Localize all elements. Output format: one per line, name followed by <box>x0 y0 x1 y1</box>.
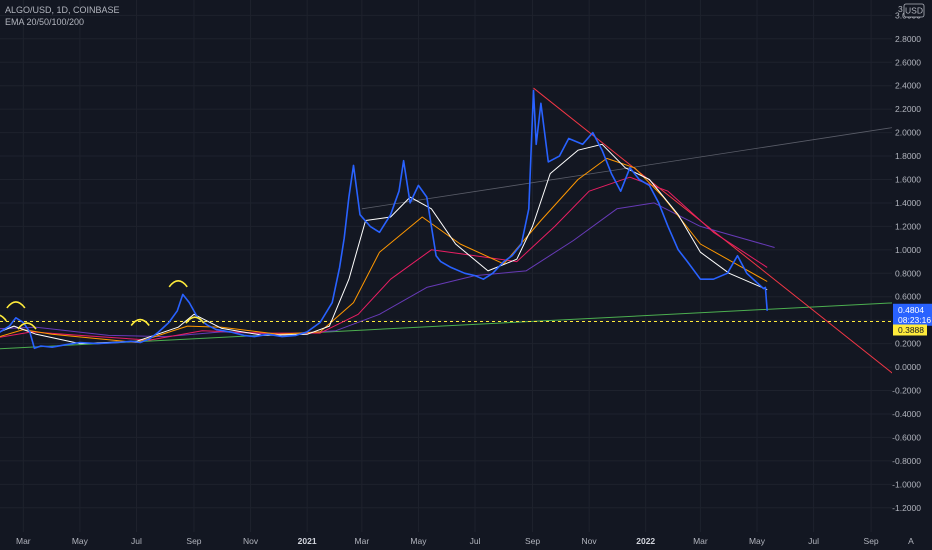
price-tick-label: 2.4000 <box>895 81 921 91</box>
ema50-series-line <box>0 157 768 343</box>
price-axis-top-label: 3. <box>898 4 905 14</box>
price-tick-label: -1.2000 <box>892 503 921 513</box>
price-tick-label: -0.4000 <box>892 409 921 419</box>
highlight-arc <box>168 280 188 288</box>
auto-scale-button[interactable]: A <box>908 536 914 546</box>
time-tick-label: Nov <box>582 536 598 546</box>
level-price-badge: 0.3888 <box>893 324 927 336</box>
currency-button-frame <box>903 3 925 18</box>
price-tick-label: -1.0000 <box>892 479 921 489</box>
price-tick-label: 2.6000 <box>895 57 921 67</box>
price-tick-label: 2.0000 <box>895 128 921 138</box>
time-tick-label: Jul <box>131 536 142 546</box>
currency-label: USD <box>905 6 923 16</box>
ema200-series-line <box>0 202 775 338</box>
time-tick-label: May <box>749 536 766 546</box>
price-series-line <box>0 89 768 350</box>
price-tick-label: -0.6000 <box>892 432 921 442</box>
time-tick-label: Nov <box>243 536 259 546</box>
time-tick-label: Mar <box>16 536 31 546</box>
auto-scale-icon: A <box>908 536 914 546</box>
time-tick-label: Sep <box>864 536 879 546</box>
price-tick-label: 0.0000 <box>895 362 921 372</box>
price-tick-label: 0.2000 <box>895 339 921 349</box>
highlight-arc <box>0 314 7 322</box>
time-axis: Mar May Jul Sep Nov 2021 Mar May Jul Sep Nov 2022 Ma… <box>0 532 932 550</box>
time-tick-label: 2022 <box>636 536 655 546</box>
ema100-series-line <box>0 176 768 341</box>
candle-countdown: 08:23:16 <box>898 315 931 325</box>
chart-legend: ALGO/USD, 1D, COINBASE EMA 20/50/100/200 <box>5 4 120 28</box>
price-tick-label: 0.8000 <box>895 268 921 278</box>
current-price-badge-bg <box>893 303 932 326</box>
highlight-arc-drawings <box>0 280 205 330</box>
highlight-arc <box>6 301 26 309</box>
price-tick-label: 1.8000 <box>895 151 921 161</box>
price-tick-label: -0.8000 <box>892 456 921 466</box>
time-tick-label: Jul <box>808 536 819 546</box>
highlight-arc <box>185 316 205 324</box>
highlight-arc <box>130 318 150 327</box>
currency-button[interactable]: USD <box>903 3 925 18</box>
highlight-arc <box>17 322 37 330</box>
price-tick-label: 1.6000 <box>895 175 921 185</box>
level-price-value: 0.3888 <box>898 325 924 335</box>
price-tick-label: 1.4000 <box>895 198 921 208</box>
symbol-title[interactable]: ALGO/USD, 1D, COINBASE <box>5 5 120 15</box>
time-tick-label: May <box>410 536 427 546</box>
level-price-badge-bg <box>893 324 927 336</box>
indicator-title[interactable]: EMA 20/50/100/200 <box>5 17 85 27</box>
chart-grid <box>0 0 892 532</box>
price-tick-label: 1.0000 <box>895 245 921 255</box>
price-tick-label: -0.2000 <box>892 386 921 396</box>
time-tick-label: Sep <box>186 536 201 546</box>
chart-series <box>0 89 775 350</box>
time-axis-background <box>0 532 932 550</box>
price-axis-background <box>892 0 932 532</box>
time-tick-label: Mar <box>693 536 708 546</box>
price-tick-label: 2.8000 <box>895 34 921 44</box>
price-tick-label: 0.6000 <box>895 292 921 302</box>
time-tick-label: May <box>72 536 89 546</box>
price-tick-label: 1.2000 <box>895 221 921 231</box>
current-price-value: 0.4804 <box>898 305 924 315</box>
time-tick-label: 2021 <box>298 536 317 546</box>
price-axis: 3.00002.80002.60002.40002.20002.00001.80… <box>892 0 932 532</box>
time-tick-label: Mar <box>355 536 370 546</box>
time-tick-label: Sep <box>525 536 540 546</box>
time-tick-label: Jul <box>470 536 481 546</box>
price-tick-label: 2.2000 <box>895 104 921 114</box>
